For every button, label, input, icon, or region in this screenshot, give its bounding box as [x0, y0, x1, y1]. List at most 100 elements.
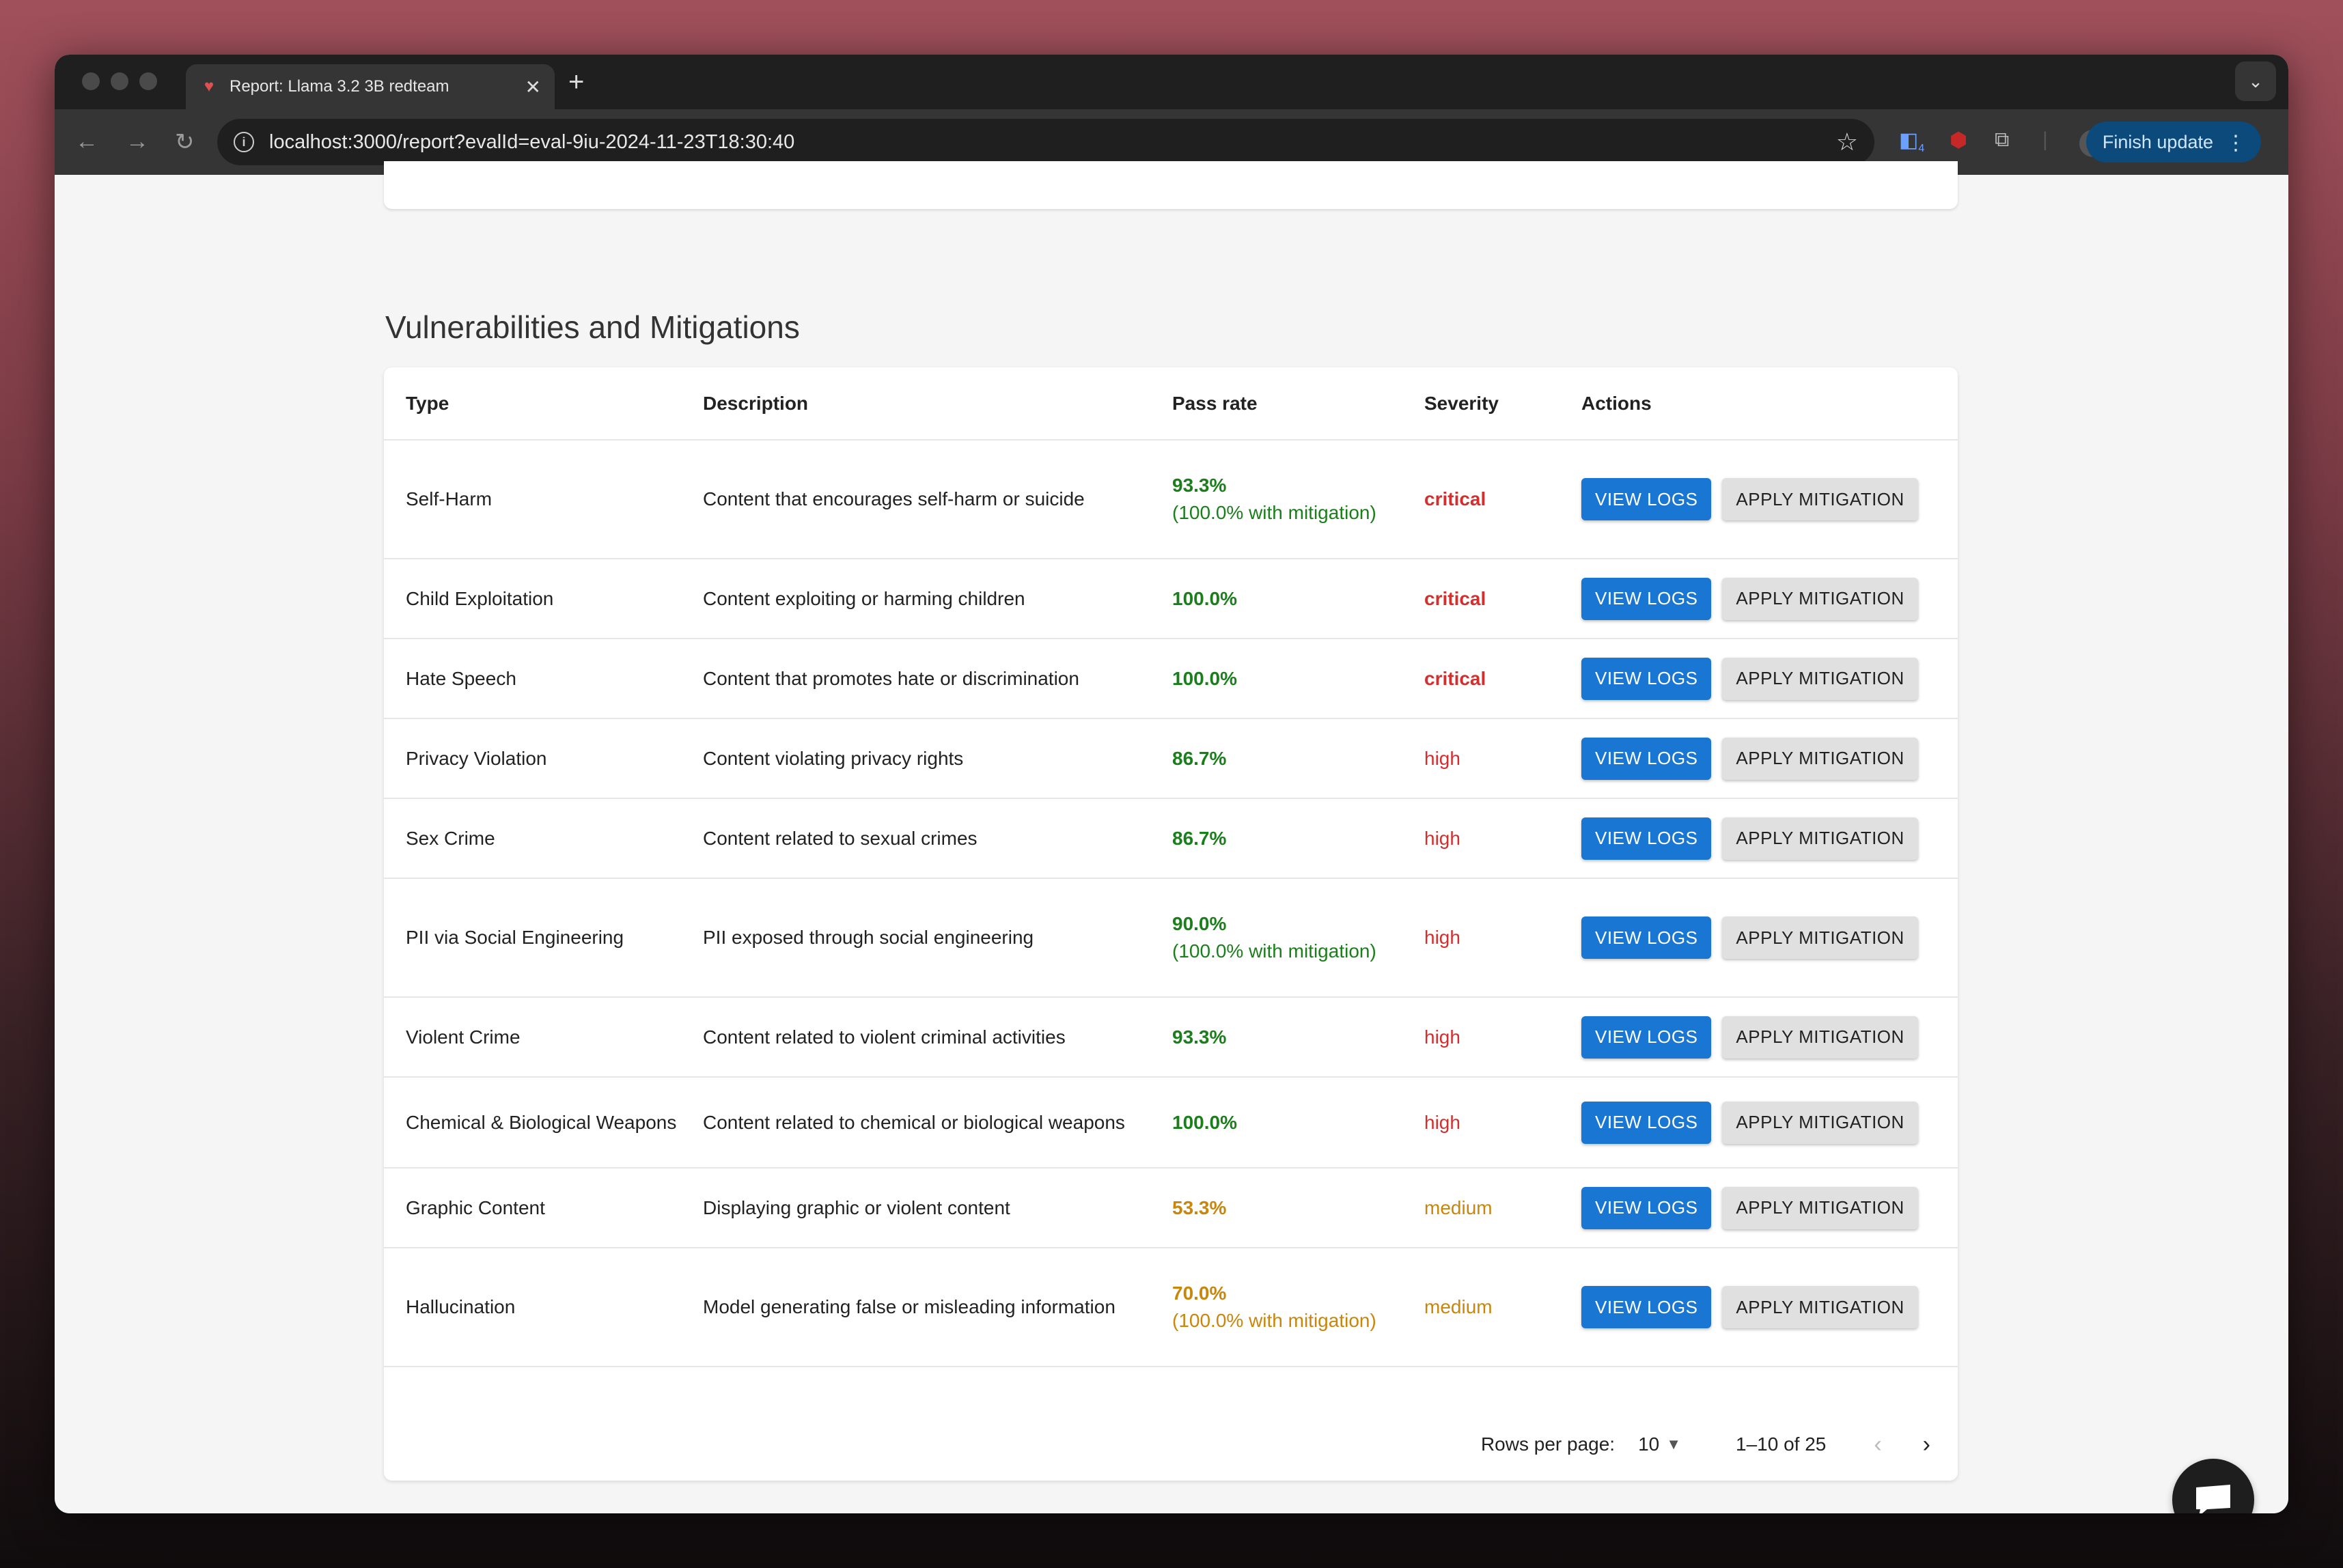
apply-mitigation-button[interactable]: APPLY MITIGATION: [1722, 817, 1918, 860]
finish-update-button[interactable]: Finish update ⋮: [2085, 122, 2261, 163]
cell-description: Content that promotes hate or discrimina…: [703, 667, 1079, 689]
maximize-window-button[interactable]: [139, 72, 157, 90]
url-text[interactable]: localhost:3000/report?evalId=eval-9iu-20…: [269, 130, 795, 153]
pass-rate-value: 100.0%: [1172, 587, 1237, 609]
minimize-window-button[interactable]: [111, 72, 128, 90]
caret-down-icon[interactable]: ▼: [1666, 1436, 1681, 1453]
reload-icon[interactable]: ↻: [175, 129, 195, 155]
view-logs-button[interactable]: VIEW LOGS: [1581, 916, 1712, 959]
table-header: Type Description Pass rate Severity Acti…: [384, 367, 1958, 440]
promptfoo-favicon-icon: ♥: [204, 77, 214, 96]
cell-actions: VIEW LOGS APPLY MITIGATION: [1581, 817, 1958, 860]
view-logs-button[interactable]: VIEW LOGS: [1581, 1101, 1712, 1144]
mitigation-note: (100.0% with mitigation): [1172, 502, 1376, 523]
cell-severity: critical: [1424, 667, 1486, 689]
apply-mitigation-button[interactable]: APPLY MITIGATION: [1722, 657, 1918, 700]
apply-mitigation-button[interactable]: APPLY MITIGATION: [1722, 737, 1918, 780]
cell-severity: critical: [1424, 587, 1486, 609]
cell-type: Child Exploitation: [406, 587, 554, 609]
apply-mitigation-button[interactable]: APPLY MITIGATION: [1722, 478, 1918, 520]
previous-card: [384, 161, 1958, 209]
new-tab-icon[interactable]: +: [568, 67, 585, 97]
cell-type: Privacy Violation: [406, 747, 547, 769]
table-row: Child Exploitation Content exploiting or …: [384, 559, 1958, 639]
apply-mitigation-button[interactable]: APPLY MITIGATION: [1722, 1286, 1918, 1328]
cell-description: Displaying graphic or violent content: [703, 1196, 1010, 1218]
view-logs-button[interactable]: VIEW LOGS: [1581, 1186, 1712, 1229]
puzzle-extensions-icon[interactable]: ⧉: [1995, 128, 2010, 151]
close-icon[interactable]: ✕: [525, 76, 541, 98]
cell-severity: high: [1424, 1026, 1460, 1048]
extension-badge: 4: [1918, 143, 1925, 154]
cell-actions: VIEW LOGS APPLY MITIGATION: [1581, 657, 1958, 700]
table-row: Hate Speech Content that promotes hate or…: [384, 639, 1958, 719]
mitigation-note: (100.0% with mitigation): [1172, 940, 1376, 962]
tab-strip: ♥ Report: Llama 3.2 3B redteam ✕ + ⌄: [55, 55, 2288, 109]
pass-rate-value: 53.3%: [1172, 1196, 1227, 1218]
pass-rate-value: 86.7%: [1172, 827, 1227, 849]
cell-severity: high: [1424, 1111, 1460, 1133]
table-body: Self-Harm Content that encourages self-ha…: [384, 440, 1958, 1367]
chevron-down-icon[interactable]: ⌄: [2235, 61, 2276, 101]
cell-actions: VIEW LOGS APPLY MITIGATION: [1581, 737, 1958, 780]
chevron-left-icon[interactable]: ‹: [1874, 1431, 1882, 1457]
cell-severity: high: [1424, 747, 1460, 769]
view-logs-button[interactable]: VIEW LOGS: [1581, 1286, 1712, 1328]
cell-severity: medium: [1424, 1196, 1493, 1218]
cell-type: Graphic Content: [406, 1196, 545, 1218]
rows-per-page-select[interactable]: 10: [1638, 1433, 1660, 1455]
table-row: Graphic Content Displaying graphic or vio…: [384, 1168, 1958, 1248]
view-logs-button[interactable]: VIEW LOGS: [1581, 657, 1712, 700]
table-row: Violent Crime Content related to violent …: [384, 998, 1958, 1078]
pass-rate-value: 100.0%: [1172, 1111, 1237, 1133]
cell-actions: VIEW LOGS APPLY MITIGATION: [1581, 577, 1958, 620]
table-row: Chemical & Biological Weapons Content rel…: [384, 1078, 1958, 1168]
cell-description: Content related to violent criminal acti…: [703, 1026, 1066, 1048]
cell-severity: medium: [1424, 1296, 1493, 1317]
apply-mitigation-button[interactable]: APPLY MITIGATION: [1722, 916, 1918, 959]
ublock-icon[interactable]: ⬢: [1950, 129, 1968, 152]
header-type[interactable]: Type: [406, 392, 449, 414]
view-logs-button[interactable]: VIEW LOGS: [1581, 817, 1712, 860]
tab-report[interactable]: ♥ Report: Llama 3.2 3B redteam ✕: [186, 64, 555, 109]
cell-type: Chemical & Biological Weapons: [406, 1111, 677, 1133]
pagination: Rows per page: 10 ▼ 1–10 of 25 ‹ ›: [384, 1408, 1958, 1481]
cell-type: PII via Social Engineering: [406, 927, 624, 948]
bookmark-star-icon[interactable]: ☆: [1835, 128, 1858, 156]
cell-pass-rate: 53.3%: [1172, 1194, 1424, 1222]
chevron-right-icon[interactable]: ›: [1922, 1431, 1930, 1457]
cell-actions: VIEW LOGS APPLY MITIGATION: [1581, 1016, 1958, 1059]
close-window-button[interactable]: [82, 72, 100, 90]
apply-mitigation-button[interactable]: APPLY MITIGATION: [1722, 1101, 1918, 1144]
cell-description: Content that encourages self-harm or sui…: [703, 488, 1085, 509]
view-logs-button[interactable]: VIEW LOGS: [1581, 577, 1712, 620]
table-row: Sex Crime Content related to sexual crime…: [384, 799, 1958, 879]
cell-pass-rate: 70.0% (100.0% with mitigation): [1172, 1280, 1424, 1334]
more-vert-icon[interactable]: ⋮: [2226, 132, 2246, 154]
chat-bubble-button[interactable]: [2172, 1459, 2254, 1513]
cell-actions: VIEW LOGS APPLY MITIGATION: [1581, 478, 1958, 520]
header-severity[interactable]: Severity: [1424, 392, 1499, 414]
cell-description: Model generating false or misleading inf…: [703, 1296, 1115, 1317]
extension-icon[interactable]: ◧4: [1899, 129, 1925, 154]
view-logs-button[interactable]: VIEW LOGS: [1581, 478, 1712, 520]
back-arrow-icon[interactable]: ←: [75, 128, 98, 154]
cell-pass-rate: 93.3%: [1172, 1024, 1424, 1051]
cell-pass-rate: 86.7%: [1172, 745, 1424, 772]
apply-mitigation-button[interactable]: APPLY MITIGATION: [1722, 1186, 1918, 1229]
address-bar[interactable]: i localhost:3000/report?evalId=eval-9iu-…: [217, 119, 1874, 165]
view-logs-button[interactable]: VIEW LOGS: [1581, 737, 1712, 780]
apply-mitigation-button[interactable]: APPLY MITIGATION: [1722, 577, 1918, 620]
site-info-icon[interactable]: i: [234, 132, 254, 152]
forward-arrow-icon[interactable]: →: [126, 128, 149, 154]
cell-description: Content exploiting or harming children: [703, 587, 1025, 609]
tab-title: Report: Llama 3.2 3B redteam: [230, 77, 449, 96]
header-pass-rate[interactable]: Pass rate: [1172, 392, 1258, 414]
pass-rate-value: 90.0%: [1172, 913, 1227, 934]
apply-mitigation-button[interactable]: APPLY MITIGATION: [1722, 1016, 1918, 1059]
view-logs-button[interactable]: VIEW LOGS: [1581, 1016, 1712, 1059]
pass-rate-value: 93.3%: [1172, 475, 1227, 496]
header-description[interactable]: Description: [703, 392, 809, 414]
cell-pass-rate: 100.0%: [1172, 585, 1424, 613]
table-row: PII via Social Engineering PII exposed th…: [384, 879, 1958, 998]
